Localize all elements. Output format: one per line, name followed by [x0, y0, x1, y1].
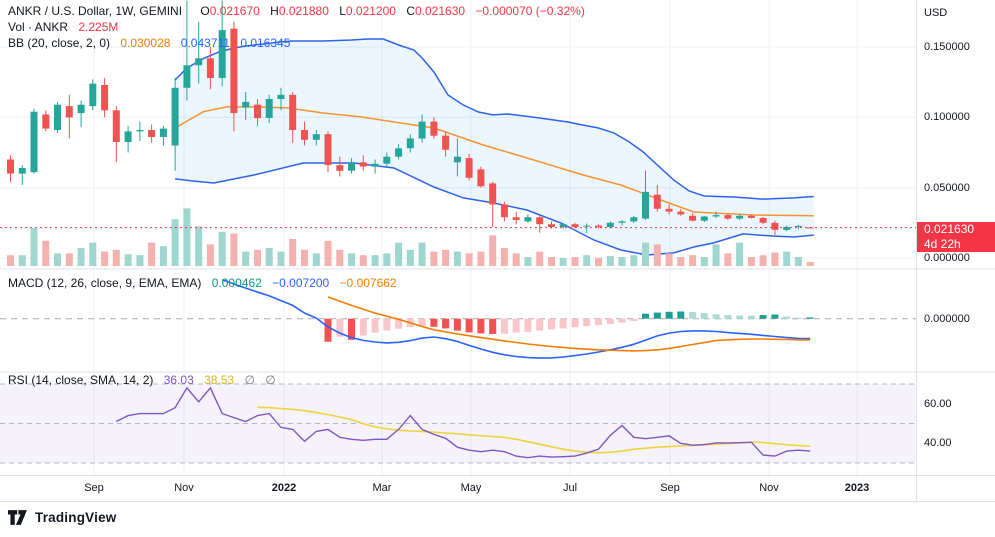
time-axis-label: Nov	[759, 482, 779, 494]
macd-tick-label: 0.000000	[924, 312, 970, 325]
time-axis-label: Jul	[562, 482, 578, 494]
rsi-tick-label: 60.00	[924, 397, 952, 410]
price-tick-label: 0.150000	[924, 40, 970, 53]
time-axis-label: 2023	[844, 482, 870, 494]
time-axis-label: Sep	[660, 482, 680, 494]
time-axis-label: May	[460, 482, 482, 494]
last-price-badge: 0.021630 4d 22h	[917, 222, 995, 252]
last-price-value: 0.021630	[924, 222, 975, 236]
tradingview-logo-icon	[8, 510, 27, 525]
price-tick-label: 0.100000	[924, 111, 970, 124]
tradingview-logo-text: TradingView	[35, 510, 117, 525]
price-tick-label: 0.000000	[924, 252, 970, 264]
time-axis-label: Mar	[372, 482, 392, 494]
bar-countdown: 4d 22h	[924, 237, 961, 251]
currency-label: USD	[924, 7, 948, 19]
time-axis-label: Sep	[84, 482, 104, 494]
time-axis-label: Nov	[174, 482, 194, 494]
price-tick-label: 0.050000	[924, 181, 970, 194]
time-axis-label: 2022	[271, 482, 297, 494]
price-axis-panel[interactable]: USD 0.150000 0.100000 0.050000 0.000000 0.00…	[916, 0, 995, 501]
rsi-tick-label: 40.00	[924, 437, 952, 450]
tradingview-watermark[interactable]: TradingView	[8, 510, 116, 525]
time-axis[interactable]: Sep Nov 2022 Mar May Jul Sep Nov 2023	[0, 476, 995, 501]
